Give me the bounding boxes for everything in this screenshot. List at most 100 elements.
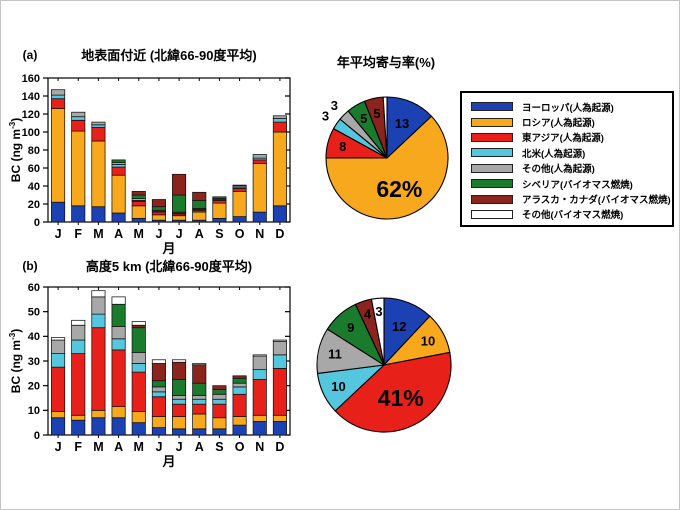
bar-segment-russia	[71, 414, 86, 421]
bar-segment-russia	[91, 409, 106, 419]
legend-swatch-other_anthro	[471, 163, 513, 173]
bar-segment-other_anthro	[71, 111, 86, 118]
bar-segment-europe	[252, 211, 267, 223]
bar-segment-russia	[192, 413, 207, 430]
bar-segment-siberia	[172, 194, 187, 213]
bar-segment-siberia	[151, 380, 166, 388]
bar-segment-east_asia	[192, 403, 207, 415]
y-tick-label: 80	[28, 145, 40, 157]
bar-segment-europe	[71, 205, 86, 223]
bar-segment-russia	[272, 131, 287, 207]
y-axis-label: BC (ng m-3)	[8, 118, 23, 182]
legend-label-alaska_canada: アラスカ・カナダ(バイオマス燃焼)	[522, 195, 671, 207]
y-tick-label: 0	[34, 217, 40, 229]
bar-segment-europe	[131, 422, 146, 436]
bar-segment-siberia	[212, 196, 227, 199]
bar-segment-alaska_canada	[192, 191, 207, 201]
bar-segment-other_anthro	[172, 395, 187, 400]
bar-segment-russia	[111, 174, 126, 214]
bar-segment-north_america	[272, 118, 287, 123]
x-axis-label: 月	[161, 454, 175, 469]
bar-segment-siberia	[192, 382, 207, 396]
bar-segment-north_america	[51, 94, 66, 100]
bar-segment-east_asia	[91, 127, 106, 142]
bar-segment-siberia	[172, 379, 187, 396]
bar-segment-europe	[232, 216, 247, 223]
bar-segment-europe	[91, 206, 106, 223]
legend-item-other_biomass: その他(バイオマス燃焼)	[462, 207, 672, 222]
x-tick-label: A	[195, 227, 204, 241]
x-tick-label: F	[74, 440, 82, 454]
bar-segment-east_asia	[111, 349, 126, 408]
bar-segment-europe	[111, 212, 126, 223]
bar-segment-other_anthro	[91, 296, 106, 315]
y-tick-label: 100	[22, 127, 40, 139]
bar-segment-east_asia	[91, 327, 106, 411]
x-tick-label: S	[215, 440, 223, 454]
legend-swatch-siberia	[471, 179, 513, 189]
bar-segment-europe	[51, 201, 66, 223]
legend-label-siberia: シベリア(バイオマス燃焼)	[522, 179, 633, 191]
bar-segment-north_america	[131, 363, 146, 373]
bar-segment-russia	[212, 417, 227, 430]
legend-item-siberia: シベリア(バイオマス燃焼)	[462, 176, 672, 191]
bar-segment-east_asia	[272, 368, 287, 416]
bar-segment-other_anthro	[252, 154, 267, 159]
bar-segment-east_asia	[272, 121, 287, 133]
bar-segment-siberia	[111, 159, 126, 163]
bar-segment-russia	[151, 214, 166, 221]
pie-label-europe: 13	[395, 116, 409, 131]
bar-segment-russia	[51, 108, 66, 203]
legend-label-other_biomass: その他(バイオマス燃焼)	[522, 210, 624, 222]
bar-segment-other_anthro	[272, 340, 287, 356]
pie-label-siberia: 5	[360, 111, 367, 126]
bar-segment-east_asia	[71, 353, 86, 416]
y-tick-label: 10	[28, 405, 40, 417]
bar-segment-russia	[252, 414, 267, 422]
x-tick-label: J	[55, 227, 62, 241]
bar-segment-east_asia	[232, 188, 247, 192]
x-tick-label: J	[55, 440, 62, 454]
x-tick-label: M	[93, 227, 103, 241]
pie-label-siberia: 9	[347, 320, 354, 335]
bar-segment-north_america	[232, 386, 247, 395]
bar-segment-europe	[252, 421, 267, 436]
bar-segment-north_america	[252, 369, 267, 380]
bar-segment-other_anthro	[51, 339, 66, 354]
bar-segment-alaska_canada	[151, 363, 166, 382]
pie-label-russia: 62%	[376, 176, 422, 202]
legend-label-other_anthro: その他(人為起源)	[522, 164, 595, 176]
y-tick-label: 40	[28, 181, 40, 193]
pie-slice-other_biomass	[382, 96, 388, 159]
pie-label-other_biomass: 3	[375, 304, 382, 319]
x-axis-label: 月	[161, 241, 175, 255]
bar-segment-north_america	[91, 313, 106, 329]
bar-segment-russia	[71, 130, 86, 207]
bar-segment-russia	[192, 211, 207, 221]
x-tick-label: J	[176, 227, 183, 241]
pie-label-north_america: 3	[322, 109, 329, 124]
bar-segment-alaska_canada	[232, 375, 247, 379]
legend-item-north_america: 北米(人為起源)	[462, 145, 672, 160]
bar-segment-siberia	[131, 194, 146, 199]
pie-label-other_anthro: 11	[328, 347, 342, 362]
x-tick-label: D	[275, 440, 284, 454]
bar-segment-east_asia	[232, 393, 247, 417]
bar-segment-russia	[232, 416, 247, 426]
bar-segment-alaska_canada	[172, 361, 187, 380]
x-tick-label: J	[155, 440, 162, 454]
x-tick-label: J	[176, 440, 183, 454]
bar-segment-east_asia	[131, 371, 146, 412]
pie-label-other_anthro: 3	[331, 98, 338, 113]
bar-segment-north_america	[212, 398, 227, 405]
pie-label-alaska_canada: 5	[373, 106, 380, 121]
pie-slice-russia	[325, 115, 449, 220]
legend-item-alaska_canada: アラスカ・カナダ(バイオマス燃焼)	[462, 191, 672, 206]
bar-segment-east_asia	[252, 159, 267, 164]
bar-segment-east_asia	[252, 379, 267, 416]
pie-label-alaska_canada: 4	[364, 307, 372, 322]
legend-item-europe: ヨーロッパ(人為起源)	[462, 99, 672, 114]
